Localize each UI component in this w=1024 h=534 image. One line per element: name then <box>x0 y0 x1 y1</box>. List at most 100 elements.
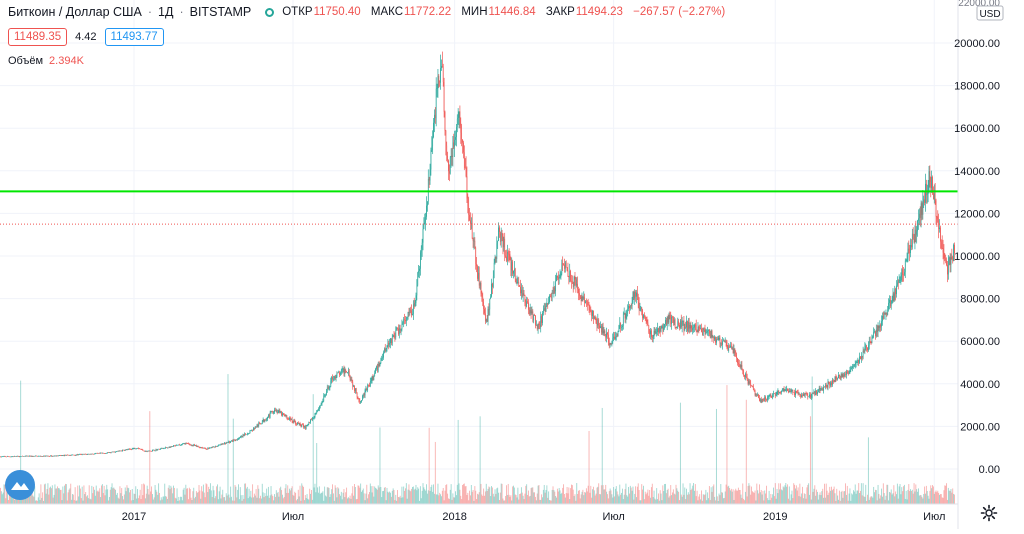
volume-bar <box>933 493 935 504</box>
volume-bar <box>845 483 846 504</box>
volume-bar <box>67 492 69 504</box>
candle-body <box>774 393 776 396</box>
candle-body <box>463 142 464 153</box>
candle-body <box>579 295 581 297</box>
volume-bar <box>723 497 725 504</box>
candle-body <box>459 111 461 126</box>
candle-body <box>133 448 135 449</box>
volume-bar <box>897 498 899 504</box>
candle-body <box>559 276 561 278</box>
volume-bar <box>494 489 496 504</box>
candle-body <box>896 285 897 295</box>
candle-body <box>95 453 97 454</box>
volume-bar <box>936 492 938 504</box>
candle-body <box>428 178 430 181</box>
candle-body <box>817 391 818 395</box>
candle-body <box>351 379 353 382</box>
volume-bar <box>32 495 34 504</box>
candle-body <box>196 445 197 447</box>
sell-price-button[interactable]: 11489.35 <box>8 28 68 46</box>
buy-price-button[interactable]: 11493.77 <box>104 28 164 46</box>
volume-bar <box>551 489 553 504</box>
volume-bar <box>783 487 785 504</box>
volume-bar <box>653 490 655 504</box>
candle-body <box>254 426 256 429</box>
volume-bar <box>423 487 425 504</box>
candle-body <box>611 341 613 344</box>
candle-body <box>954 244 955 254</box>
volume-bar <box>436 494 438 504</box>
volume-bar <box>584 492 586 504</box>
volume-bar <box>115 494 117 504</box>
candle-body <box>256 425 258 428</box>
volume-bar <box>49 487 51 504</box>
candle-body <box>481 293 483 297</box>
volume-bar <box>837 495 839 504</box>
candle-body <box>940 227 941 242</box>
candle-body <box>680 320 682 327</box>
volume-bar <box>813 488 815 504</box>
candle-body <box>853 364 855 366</box>
volume-bar <box>306 494 308 504</box>
volume-bar <box>340 491 342 504</box>
volume-bar <box>573 496 575 504</box>
candle-body <box>108 452 109 453</box>
volume-bar <box>613 487 615 504</box>
candle-body <box>923 199 925 201</box>
tradingview-logo-icon[interactable] <box>5 470 35 500</box>
volume-label[interactable]: Объём <box>8 55 44 67</box>
volume-bar <box>462 485 463 504</box>
candle-body <box>24 456 26 457</box>
volume-bar <box>701 500 703 504</box>
candle-body <box>135 448 137 450</box>
symbol-name[interactable]: Биткоин / Доллар США <box>8 5 142 19</box>
candle-body <box>156 449 158 451</box>
candle-body <box>322 400 324 402</box>
volume-bar <box>829 486 831 504</box>
volume-bar <box>185 484 187 504</box>
volume-bar <box>382 491 384 504</box>
volume-bar <box>323 500 325 504</box>
volume-bar <box>910 489 912 504</box>
volume-bar <box>104 495 106 504</box>
candle-body <box>842 374 844 377</box>
candle-body <box>357 397 359 399</box>
volume-bar <box>79 485 80 504</box>
interval-label[interactable]: 1Д <box>158 5 174 19</box>
volume-bar <box>188 487 190 504</box>
volume-bar <box>643 499 645 504</box>
candle-body <box>365 388 367 391</box>
x-tick-label: 2019 <box>763 511 787 523</box>
volume-bar <box>702 494 704 504</box>
volume-bar <box>448 498 450 504</box>
volume-bar <box>580 494 582 504</box>
candle-body <box>114 451 116 453</box>
gear-icon[interactable] <box>980 504 998 522</box>
candle-body <box>261 423 262 425</box>
candle-body <box>444 111 446 131</box>
volume-bar <box>397 497 399 504</box>
candle-body <box>300 424 302 427</box>
volume-bar <box>245 488 247 504</box>
volume-bar <box>4 484 6 504</box>
candle-body <box>102 453 104 454</box>
candle-body <box>551 293 553 298</box>
volume-bar <box>215 496 217 504</box>
volume-bar <box>330 494 332 504</box>
candle-body <box>563 263 564 265</box>
volume-bar <box>93 486 95 504</box>
volume-bar <box>630 487 632 504</box>
volume-bar <box>749 485 751 504</box>
volume-bar <box>418 488 420 504</box>
volume-bar <box>657 493 659 504</box>
volume-bar <box>798 496 800 504</box>
candle-body <box>225 442 227 444</box>
volume-bar <box>88 485 90 504</box>
volume-bar <box>828 492 830 504</box>
volume-bar <box>76 500 78 504</box>
candle-body <box>819 387 821 391</box>
candle-body <box>598 319 600 326</box>
candle-body <box>380 359 382 363</box>
